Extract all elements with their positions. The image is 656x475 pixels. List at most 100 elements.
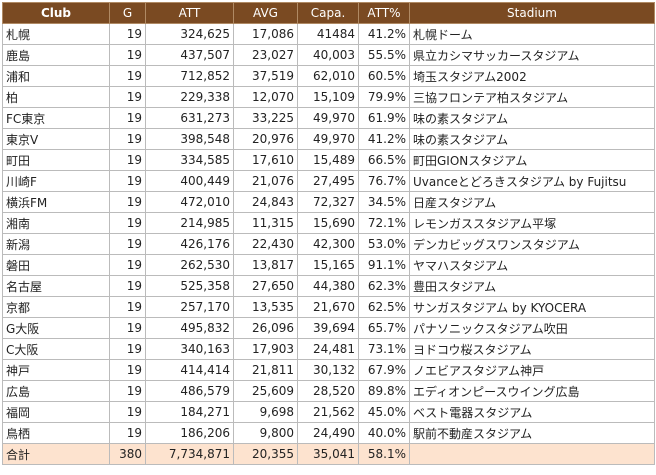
cell-attendance: 426,176 — [145, 233, 234, 255]
cell-attendance: 631,273 — [145, 107, 234, 129]
cell-average: 9,698 — [233, 401, 298, 423]
table-row: 湘南 19 214,985 11,315 15,690 72.1% レモンガススタジアム平塚 — [2, 212, 655, 234]
table-footer: 合計 380 7,734,871 20,355 35,041 58.1% — [2, 443, 655, 465]
cell-games: 19 — [109, 170, 146, 192]
cell-attendance: 184,271 — [145, 401, 234, 423]
cell-capacity: 30,132 — [297, 359, 359, 381]
cell-club: 新潟 — [2, 233, 110, 255]
cell-attendance-percent: 53.0% — [358, 233, 410, 255]
header-average[interactable]: AVG — [233, 2, 298, 24]
cell-capacity: 41484 — [297, 23, 359, 45]
cell-capacity: 42,300 — [297, 233, 359, 255]
cell-attendance: 398,548 — [145, 128, 234, 150]
cell-attendance: 340,163 — [145, 338, 234, 360]
cell-attendance: 257,170 — [145, 296, 234, 318]
cell-attendance: 400,449 — [145, 170, 234, 192]
cell-attendance-percent: 45.0% — [358, 401, 410, 423]
cell-average: 12,070 — [233, 86, 298, 108]
cell-club: 神戸 — [2, 359, 110, 381]
cell-attendance-percent: 91.1% — [358, 254, 410, 276]
table-row: FC東京 19 631,273 33,225 49,970 61.9% 味の素スタジアム — [2, 107, 655, 129]
cell-capacity: 21,670 — [297, 296, 359, 318]
header-capacity[interactable]: Capa. — [297, 2, 359, 24]
cell-attendance-percent: 73.1% — [358, 338, 410, 360]
attendance-table-wrapper: Club G ATT AVG Capa. ATT% Stadium 札幌 19 32… — [2, 2, 655, 465]
cell-average: 9,800 — [233, 422, 298, 444]
cell-attendance: 525,358 — [145, 275, 234, 297]
cell-attendance-percent: 60.5% — [358, 65, 410, 87]
cell-stadium: ヤマハスタジアム — [409, 254, 655, 276]
cell-attendance-percent: 62.3% — [358, 275, 410, 297]
cell-attendance: 437,507 — [145, 44, 234, 66]
cell-capacity: 44,380 — [297, 275, 359, 297]
cell-stadium: ノエビアスタジアム神戸 — [409, 359, 655, 381]
cell-capacity: 49,970 — [297, 107, 359, 129]
cell-club: 鳥栖 — [2, 422, 110, 444]
cell-club: 京都 — [2, 296, 110, 318]
cell-stadium: 埼玉スタジアム2002 — [409, 65, 655, 87]
table-row: 鹿島 19 437,507 23,027 40,003 55.5% 県立カシマサッカースタジ… — [2, 44, 655, 66]
cell-stadium: パナソニックスタジアム吹田 — [409, 317, 655, 339]
cell-attendance-percent: 65.7% — [358, 317, 410, 339]
cell-games: 19 — [109, 254, 146, 276]
cell-capacity: 27,495 — [297, 170, 359, 192]
cell-average: 20,976 — [233, 128, 298, 150]
table-body: 札幌 19 324,625 17,086 41484 41.2% 札幌ドーム 鹿島 19 437,… — [2, 23, 655, 444]
cell-games: 19 — [109, 422, 146, 444]
cell-club: 広島 — [2, 380, 110, 402]
cell-stadium: 駅前不動産スタジアム — [409, 422, 655, 444]
cell-stadium: サンガスタジアム by KYOCERA — [409, 296, 655, 318]
header-attendance-percent[interactable]: ATT% — [358, 2, 410, 24]
cell-attendance-percent: 61.9% — [358, 107, 410, 129]
cell-attendance-percent: 67.9% — [358, 359, 410, 381]
cell-attendance-percent: 76.7% — [358, 170, 410, 192]
cell-capacity: 62,010 — [297, 65, 359, 87]
cell-capacity: 15,489 — [297, 149, 359, 171]
cell-games: 19 — [109, 359, 146, 381]
cell-attendance: 186,206 — [145, 422, 234, 444]
cell-capacity: 15,165 — [297, 254, 359, 276]
header-games[interactable]: G — [109, 2, 146, 24]
cell-club: 川崎F — [2, 170, 110, 192]
cell-average: 17,610 — [233, 149, 298, 171]
table-row: 浦和 19 712,852 37,519 62,010 60.5% 埼玉スタジアム2002 — [2, 65, 655, 87]
cell-capacity: 21,562 — [297, 401, 359, 423]
cell-average: 26,096 — [233, 317, 298, 339]
cell-average: 25,609 — [233, 380, 298, 402]
table-row: 横浜FM 19 472,010 24,843 72,327 34.5% 日産スタジアム — [2, 191, 655, 213]
total-average: 20,355 — [233, 443, 298, 465]
cell-attendance: 414,414 — [145, 359, 234, 381]
cell-club: 横浜FM — [2, 191, 110, 213]
cell-capacity: 49,970 — [297, 128, 359, 150]
cell-attendance: 229,338 — [145, 86, 234, 108]
header-stadium[interactable]: Stadium — [409, 2, 655, 24]
cell-average: 13,535 — [233, 296, 298, 318]
cell-club: 鹿島 — [2, 44, 110, 66]
table-row: 磐田 19 262,530 13,817 15,165 91.1% ヤマハスタジアム — [2, 254, 655, 276]
cell-attendance: 334,585 — [145, 149, 234, 171]
cell-club: 磐田 — [2, 254, 110, 276]
cell-capacity: 15,690 — [297, 212, 359, 234]
header-club[interactable]: Club — [2, 2, 110, 24]
cell-games: 19 — [109, 380, 146, 402]
table-row: G大阪 19 495,832 26,096 39,694 65.7% パナソニックスタジアム… — [2, 317, 655, 339]
table-row: 町田 19 334,585 17,610 15,489 66.5% 町田GIONスタジアム — [2, 149, 655, 171]
cell-average: 13,817 — [233, 254, 298, 276]
cell-average: 21,076 — [233, 170, 298, 192]
table-header: Club G ATT AVG Capa. ATT% Stadium — [2, 2, 655, 24]
table-row: 名古屋 19 525,358 27,650 44,380 62.3% 豊田スタジアム — [2, 275, 655, 297]
cell-attendance-percent: 62.5% — [358, 296, 410, 318]
total-attendance: 7,734,871 — [145, 443, 234, 465]
table-row: 神戸 19 414,414 21,811 30,132 67.9% ノエビアスタジアム神戸 — [2, 359, 655, 381]
header-attendance[interactable]: ATT — [145, 2, 234, 24]
cell-attendance: 214,985 — [145, 212, 234, 234]
cell-games: 19 — [109, 338, 146, 360]
cell-games: 19 — [109, 107, 146, 129]
cell-average: 11,315 — [233, 212, 298, 234]
cell-average: 33,225 — [233, 107, 298, 129]
cell-attendance: 262,530 — [145, 254, 234, 276]
total-stadium — [409, 443, 655, 465]
cell-average: 37,519 — [233, 65, 298, 87]
total-label: 合計 — [2, 443, 110, 465]
cell-capacity: 24,481 — [297, 338, 359, 360]
